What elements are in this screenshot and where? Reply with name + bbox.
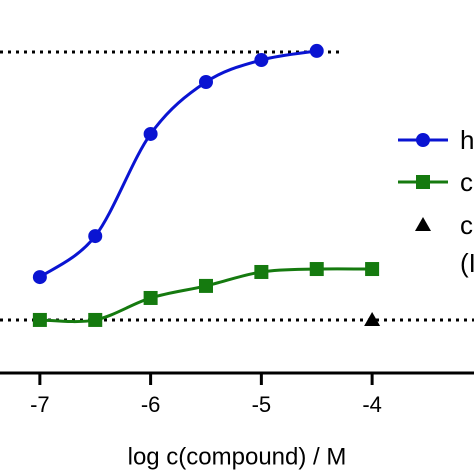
point [143, 290, 158, 305]
legend-label: h [460, 125, 474, 155]
x-tick-label: -6 [141, 392, 161, 417]
x-tick-label: -5 [252, 392, 272, 417]
point [254, 264, 269, 279]
point [309, 43, 324, 58]
point [254, 53, 269, 68]
point [198, 278, 213, 293]
legend-label: c [460, 167, 473, 197]
legend-label: c [460, 210, 473, 240]
point [143, 126, 158, 141]
point [32, 270, 47, 285]
point [88, 312, 103, 327]
legend-marker [416, 133, 430, 147]
point [365, 262, 380, 277]
point [309, 262, 324, 277]
legend-marker [415, 217, 431, 231]
x-axis-title: log c(compound) / M [128, 443, 347, 470]
point [88, 229, 103, 244]
x-tick-label: -4 [362, 392, 382, 417]
x-tick-label: -7 [30, 392, 50, 417]
legend-marker [416, 175, 430, 189]
point [32, 312, 47, 327]
legend-label: (I [460, 248, 474, 278]
series-line [38, 49, 317, 279]
point [364, 311, 381, 326]
point [198, 74, 213, 89]
